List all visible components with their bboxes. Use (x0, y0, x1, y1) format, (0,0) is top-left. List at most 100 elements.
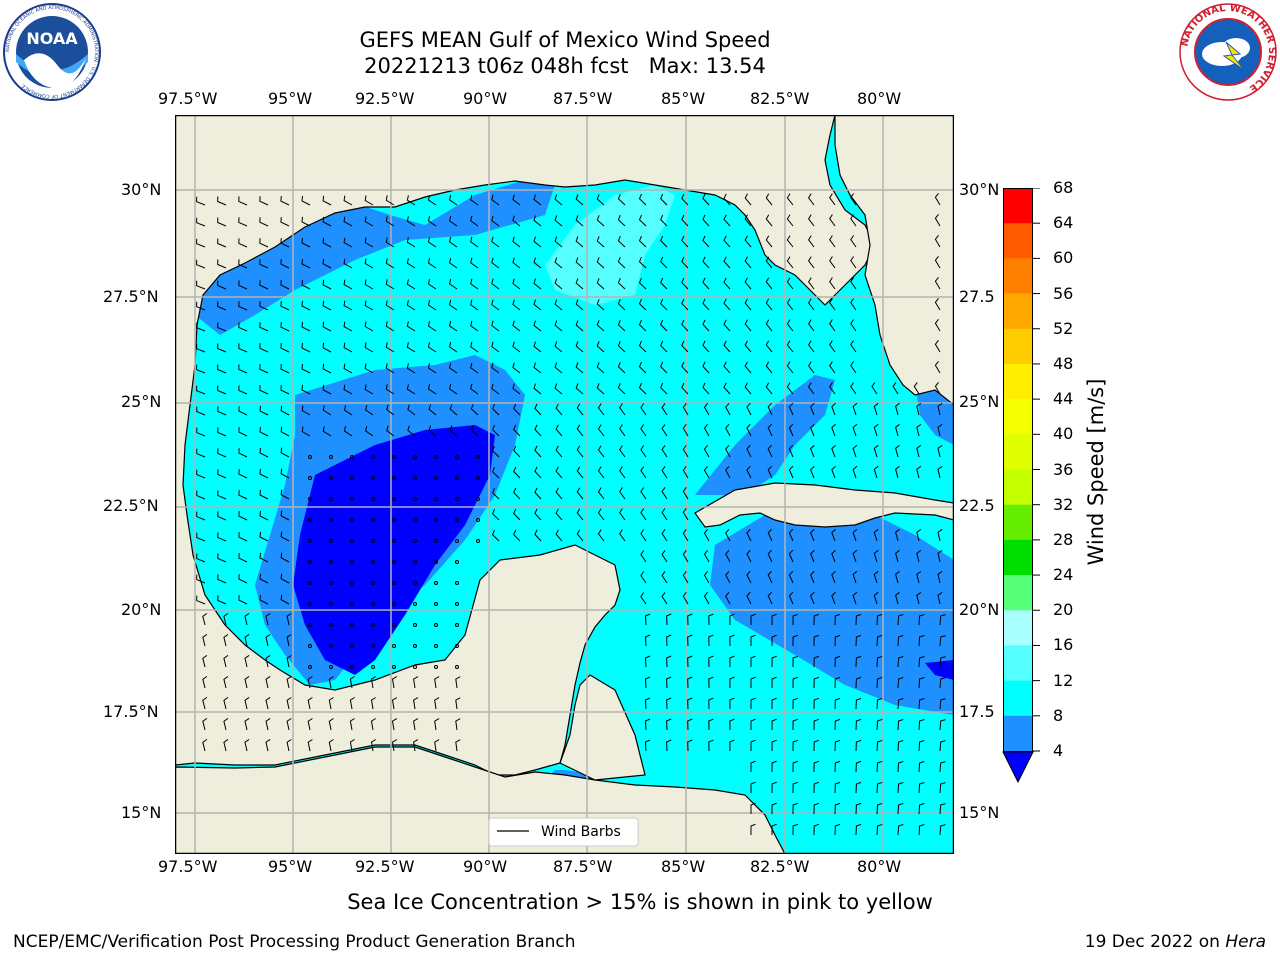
wind-barb (939, 719, 946, 731)
wind-barb (771, 760, 777, 773)
wind-barb (322, 405, 332, 416)
wind-barb (939, 698, 946, 710)
wind-barb (455, 739, 461, 752)
wind-barb (533, 194, 542, 206)
wind-barb (492, 466, 500, 479)
wind-barb (765, 340, 773, 353)
wind-barb (406, 300, 416, 311)
wind-barb (702, 214, 710, 227)
wind-barb (343, 384, 353, 395)
wind-barb (918, 782, 925, 794)
wind-barb (767, 444, 773, 458)
wind-barb (554, 257, 563, 269)
wind-barb (491, 320, 500, 332)
wind-barb (385, 363, 395, 374)
wind-barb (788, 402, 794, 416)
colorbar-tick-label: 32 (1053, 494, 1074, 514)
lon-tick-top: 80°W (857, 89, 902, 108)
wind-barb (512, 320, 521, 332)
lon-tick-bottom: 85°W (661, 857, 706, 876)
wind-barb (238, 301, 248, 311)
wind-barb (771, 634, 777, 647)
wind-barb (491, 236, 500, 248)
wind-barb (661, 592, 668, 605)
wind-barb (682, 529, 689, 542)
wind-barb (660, 361, 668, 374)
wind-barb (813, 655, 820, 668)
wind-barb (202, 696, 208, 710)
wind-barb (682, 550, 689, 563)
lat-tick-right: 22.5 (959, 496, 995, 515)
wind-barb (873, 423, 879, 437)
wind-barb (217, 343, 227, 353)
wind-barb (428, 425, 437, 437)
wind-barb (576, 445, 584, 458)
wind-barb (217, 490, 227, 500)
wind-barb (873, 570, 879, 584)
calm-wind-marker (308, 539, 312, 543)
wind-barb (196, 385, 206, 395)
wind-barb (576, 403, 584, 416)
calm-wind-marker (434, 497, 438, 501)
wind-barb (786, 361, 794, 374)
wind-barb (813, 781, 820, 794)
wind-barb (640, 445, 647, 458)
wind-barb (681, 235, 689, 248)
wind-barb (301, 384, 311, 395)
wind-barb (596, 362, 605, 374)
wind-barb (217, 196, 227, 206)
wind-barb (644, 613, 651, 626)
wind-barb (855, 655, 862, 668)
wind-barb (855, 760, 862, 773)
wind-barb (807, 277, 815, 290)
wind-barb (280, 447, 290, 458)
calm-wind-marker (329, 455, 333, 459)
wind-barb (687, 718, 693, 731)
wind-barb (661, 466, 668, 479)
wind-barb (918, 614, 925, 626)
wind-barb (644, 634, 651, 647)
wind-barb (427, 300, 437, 311)
wind-barb (449, 299, 458, 311)
wind-barb (301, 195, 311, 206)
wind-barb (876, 823, 883, 836)
wind-barb (513, 508, 521, 521)
wind-barb (723, 361, 731, 374)
wind-barb (918, 698, 925, 710)
lon-tick-top: 97.5°W (158, 89, 218, 108)
wind-barb (771, 613, 777, 626)
wind-barb (385, 195, 395, 206)
wind-barb (850, 298, 857, 311)
wind-barb (813, 634, 820, 647)
wind-barb (897, 698, 904, 710)
wind-barb (238, 406, 248, 416)
calm-wind-marker (476, 497, 480, 501)
wind-barb (280, 510, 290, 521)
wind-barb (644, 697, 651, 710)
wind-barb (364, 279, 374, 290)
lon-tick-top: 95°W (268, 89, 313, 108)
wind-barb (597, 424, 605, 437)
wind-barb (723, 235, 731, 248)
calm-wind-marker (371, 665, 375, 669)
wind-barb (918, 656, 925, 668)
wind-barb (855, 697, 862, 710)
wind-barb (939, 635, 946, 647)
wind-barb (280, 301, 290, 311)
lon-tick-top: 90°W (463, 89, 508, 108)
wind-barb (638, 361, 647, 374)
wind-barb (328, 697, 334, 710)
wind-barb (895, 570, 900, 584)
wind-barb (449, 362, 458, 374)
colorbar-tick-label: 40 (1053, 424, 1074, 444)
colorbar-segment (1004, 645, 1032, 682)
wind-barb (703, 423, 710, 437)
wind-barb (364, 258, 374, 269)
wind-barb (708, 697, 714, 710)
wind-barb (427, 195, 437, 206)
wind-barb (259, 322, 269, 332)
wind-barb (470, 299, 479, 311)
wind-barb (703, 549, 710, 563)
wind-barb (918, 761, 925, 773)
wind-barb (265, 675, 271, 689)
